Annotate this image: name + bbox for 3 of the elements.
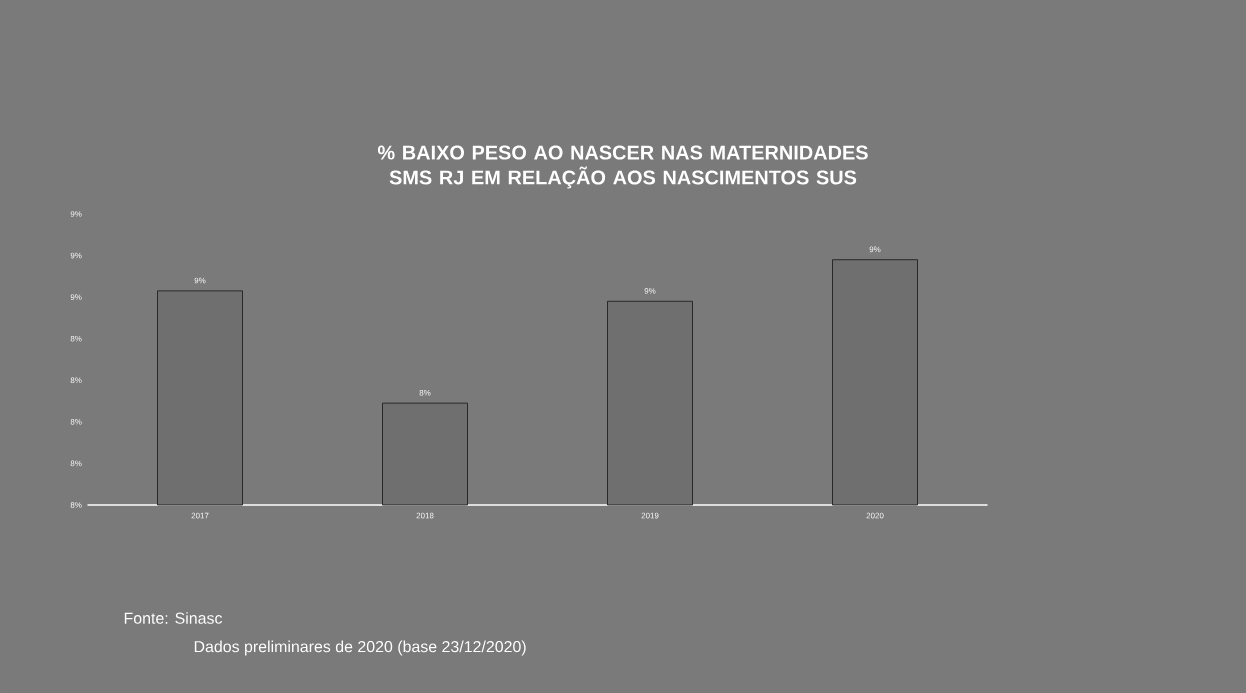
chart-title: % BAIXO PESO AO NASCER NAS MATERNIDADES SMS RJ EM RELAÇÃO AOS NASCIMENTOS SUS <box>377 145 868 189</box>
text: Dados preliminares de 2020 (base 23/12/2020) <box>194 640 526 656</box>
source-note: Fonte: Sinasc <box>124 612 223 624</box>
